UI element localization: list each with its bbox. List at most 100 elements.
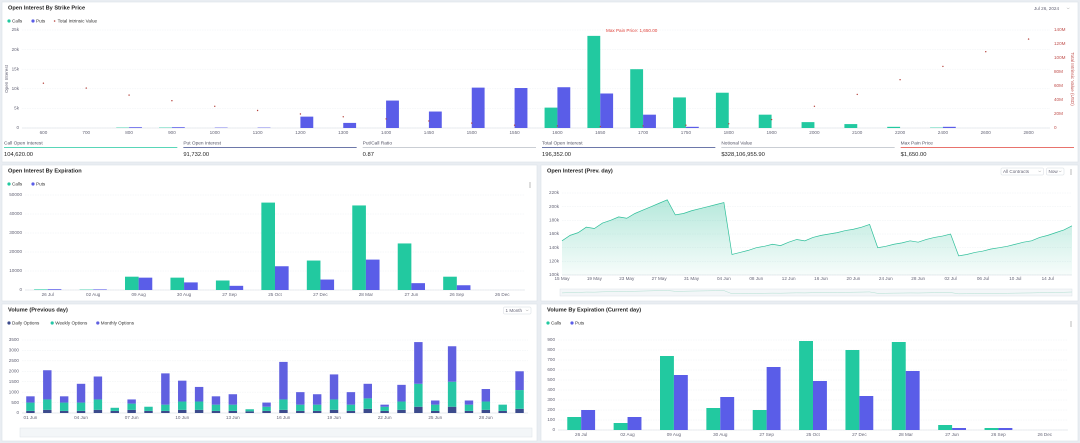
bar[interactable] [627, 417, 642, 430]
bar[interactable] [613, 423, 628, 430]
bar-segment[interactable] [363, 408, 372, 413]
dot[interactable] [942, 65, 944, 68]
bar-segment[interactable] [431, 410, 440, 413]
bar[interactable] [397, 243, 412, 290]
bar[interactable] [643, 114, 656, 128]
dot[interactable] [728, 123, 730, 125]
bar-segment[interactable] [380, 404, 389, 407]
bar[interactable] [138, 277, 153, 290]
bar-segment[interactable] [380, 406, 389, 411]
bar-segment[interactable] [329, 374, 339, 400]
legend-label[interactable]: Weekly Options [55, 321, 88, 326]
bar[interactable] [715, 92, 729, 128]
bar[interactable] [758, 114, 772, 128]
bar-segment[interactable] [464, 410, 474, 413]
bar[interactable] [984, 428, 999, 430]
bar[interactable] [673, 97, 686, 128]
bar-segment[interactable] [329, 409, 339, 413]
bar-segment[interactable] [228, 410, 238, 413]
bar[interactable] [905, 371, 920, 430]
legend-label[interactable]: Puts [36, 19, 46, 24]
bar-segment[interactable] [262, 410, 271, 413]
legend-label[interactable]: Calls [551, 321, 562, 326]
bar[interactable] [365, 259, 380, 290]
bar-segment[interactable] [380, 410, 389, 413]
legend-label[interactable]: Total Intrinsic Value [58, 19, 98, 24]
dot[interactable] [856, 93, 858, 96]
bar[interactable] [456, 285, 471, 290]
bar[interactable] [261, 202, 275, 290]
bar-segment[interactable] [397, 409, 406, 413]
bar-segment[interactable] [178, 380, 187, 402]
bar-segment[interactable] [59, 402, 69, 411]
bar[interactable] [275, 266, 289, 290]
bar-segment[interactable] [279, 361, 288, 400]
bar-segment[interactable] [59, 410, 69, 413]
bar-segment[interactable] [515, 371, 524, 391]
bar-segment[interactable] [447, 381, 457, 407]
bar[interactable] [766, 367, 781, 430]
bar-segment[interactable] [194, 409, 204, 413]
bar[interactable] [938, 425, 953, 430]
bar[interactable] [859, 396, 874, 430]
bar-segment[interactable] [26, 396, 35, 403]
dot[interactable] [428, 120, 430, 122]
bar-segment[interactable] [245, 409, 254, 412]
bar[interactable] [581, 410, 596, 430]
legend-label[interactable]: Calls [12, 182, 23, 187]
bar-segment[interactable] [363, 398, 372, 409]
bar-segment[interactable] [262, 406, 271, 411]
bar[interactable] [557, 87, 571, 128]
navigator[interactable] [19, 427, 533, 438]
dot[interactable] [471, 122, 473, 124]
bar[interactable] [673, 375, 688, 430]
bar-segment[interactable] [481, 389, 491, 402]
dot[interactable] [171, 100, 173, 102]
bar-segment[interactable] [110, 407, 119, 411]
dot[interactable] [385, 118, 387, 120]
bar-segment[interactable] [43, 399, 52, 410]
bar-segment[interactable] [245, 411, 254, 413]
bar-segment[interactable] [515, 408, 524, 413]
bar-segment[interactable] [414, 342, 423, 384]
bar-segment[interactable] [296, 392, 305, 405]
dot[interactable] [985, 51, 987, 53]
bar[interactable] [343, 122, 357, 128]
bar-segment[interactable] [194, 386, 204, 402]
bar[interactable] [630, 69, 644, 128]
legend-label[interactable]: Puts [575, 321, 585, 326]
bar-segment[interactable] [481, 409, 491, 413]
bar-segment[interactable] [26, 410, 35, 413]
bar[interactable] [215, 280, 230, 291]
dot[interactable] [256, 109, 259, 112]
dot[interactable] [556, 125, 559, 127]
bar[interactable] [129, 127, 142, 128]
bar-segment[interactable] [127, 399, 136, 404]
bar[interactable] [685, 126, 699, 128]
bar[interactable] [813, 381, 827, 430]
bar[interactable] [411, 283, 425, 290]
dot[interactable] [513, 124, 516, 126]
bar-segment[interactable] [279, 399, 288, 410]
bar-segment[interactable] [110, 410, 119, 413]
bar-segment[interactable] [431, 400, 440, 405]
bar-segment[interactable] [211, 404, 221, 411]
bar-segment[interactable] [194, 401, 204, 410]
bar[interactable] [752, 410, 767, 430]
dot[interactable] [899, 79, 901, 81]
bar-segment[interactable] [498, 410, 507, 413]
legend-label[interactable]: Puts [36, 182, 46, 187]
bar[interactable] [952, 428, 966, 430]
bar[interactable] [799, 341, 813, 430]
bar-segment[interactable] [397, 384, 406, 402]
bar-segment[interactable] [447, 346, 457, 382]
bar-segment[interactable] [447, 406, 457, 413]
bar-segment[interactable] [346, 404, 356, 411]
legend-label[interactable]: Monthly Options [101, 321, 135, 326]
legend-label[interactable]: Calls [12, 19, 23, 24]
bar-segment[interactable] [498, 404, 507, 411]
bar-segment[interactable] [26, 402, 35, 411]
bar[interactable] [514, 88, 528, 128]
bar[interactable] [34, 289, 48, 290]
bar[interactable] [352, 205, 366, 290]
